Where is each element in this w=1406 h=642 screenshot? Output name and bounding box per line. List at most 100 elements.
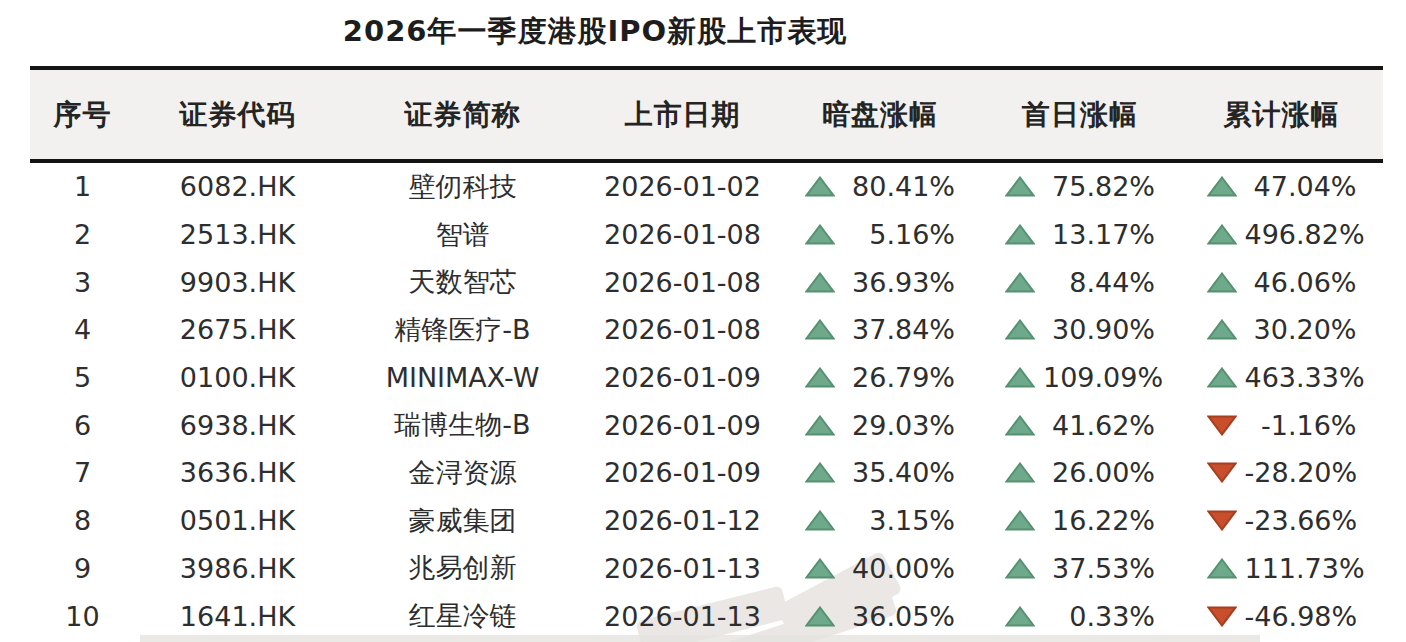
- gain-value: -23.66%: [1245, 505, 1357, 536]
- table-row: 9 3986.HK 兆易创新 2026-01-13 40.00% 37.53% …: [30, 545, 1383, 593]
- cell-listing-date: 2026-01-08: [585, 314, 780, 345]
- cell-grey-market-gain: 80.41%: [780, 171, 980, 202]
- cell-grey-market-gain: 36.05%: [780, 601, 980, 632]
- cell-stock-name: 豪威集团: [340, 503, 585, 539]
- cell-listing-date: 2026-01-08: [585, 267, 780, 298]
- gain-value: 37.84%: [843, 314, 955, 345]
- cell-stock-code: 3986.HK: [135, 553, 340, 584]
- title-bar: 2026年一季度港股IPO新股上市表现: [30, 0, 1160, 64]
- cell-serial: 8: [30, 505, 135, 536]
- gain-value: 29.03%: [843, 410, 955, 441]
- cell-grey-market-gain: 26.79%: [780, 362, 980, 393]
- cell-first-day-gain: 13.17%: [980, 219, 1180, 250]
- gain-value: 109.09%: [1043, 362, 1155, 393]
- up-triangle-icon: [1207, 176, 1237, 197]
- up-triangle-icon: [1207, 272, 1237, 293]
- gain-value: 41.62%: [1043, 410, 1155, 441]
- up-triangle-icon: [805, 367, 835, 388]
- gain-value: 40.00%: [843, 553, 955, 584]
- up-triangle-icon: [805, 176, 835, 197]
- up-triangle-icon: [1005, 462, 1035, 483]
- cell-cumulative-gain: -23.66%: [1180, 505, 1383, 536]
- cell-serial: 5: [30, 362, 135, 393]
- up-triangle-icon: [805, 558, 835, 579]
- up-triangle-icon: [805, 224, 835, 245]
- up-triangle-icon: [1005, 367, 1035, 388]
- cell-grey-market-gain: 40.00%: [780, 553, 980, 584]
- cell-cumulative-gain: 46.06%: [1180, 267, 1383, 298]
- cell-stock-name: 壁仞科技: [340, 169, 585, 205]
- cell-grey-market-gain: 29.03%: [780, 410, 980, 441]
- up-triangle-icon: [1005, 606, 1035, 627]
- gain-value: 13.17%: [1043, 219, 1155, 250]
- gain-value: 16.22%: [1043, 505, 1155, 536]
- cell-cumulative-gain: -46.98%: [1180, 601, 1383, 632]
- up-triangle-icon: [805, 272, 835, 293]
- cell-cumulative-gain: -1.16%: [1180, 410, 1383, 441]
- table-row: 5 0100.HK MINIMAX-W 2026-01-09 26.79% 10…: [30, 354, 1383, 402]
- cell-cumulative-gain: 496.82%: [1180, 219, 1383, 250]
- gain-value: -28.20%: [1245, 457, 1357, 488]
- cell-stock-name: 精锋医疗-B: [340, 312, 585, 348]
- up-triangle-icon: [1005, 176, 1035, 197]
- up-triangle-icon: [1005, 319, 1035, 340]
- header-cumulative-gain: 累计涨幅: [1180, 96, 1383, 134]
- gain-value: 26.79%: [843, 362, 955, 393]
- gain-value: 463.33%: [1245, 362, 1357, 393]
- cell-stock-code: 0100.HK: [135, 362, 340, 393]
- cell-cumulative-gain: 47.04%: [1180, 171, 1383, 202]
- cell-cumulative-gain: 30.20%: [1180, 314, 1383, 345]
- up-triangle-icon: [1207, 224, 1237, 245]
- down-triangle-icon: [1207, 510, 1237, 531]
- cell-stock-name: 兆易创新: [340, 550, 585, 586]
- cell-listing-date: 2026-01-12: [585, 505, 780, 536]
- up-triangle-icon: [1005, 510, 1035, 531]
- cell-stock-name: 天数智芯: [340, 264, 585, 300]
- cell-serial: 1: [30, 171, 135, 202]
- up-triangle-icon: [805, 462, 835, 483]
- cell-stock-code: 1641.HK: [135, 601, 340, 632]
- down-triangle-icon: [1207, 462, 1237, 483]
- cell-serial: 3: [30, 267, 135, 298]
- cell-serial: 10: [30, 601, 135, 632]
- cell-grey-market-gain: 5.16%: [780, 219, 980, 250]
- cell-stock-name: MINIMAX-W: [340, 362, 585, 393]
- up-triangle-icon: [1207, 558, 1237, 579]
- cell-stock-name: 瑞博生物-B: [340, 407, 585, 443]
- ipo-performance-table: 序号 证券代码 证券简称 上市日期 暗盘涨幅 首日涨幅 累计涨幅 1 6082.…: [30, 66, 1383, 640]
- cell-stock-code: 0501.HK: [135, 505, 340, 536]
- table-body: 1 6082.HK 壁仞科技 2026-01-02 80.41% 75.82% …: [30, 163, 1383, 640]
- gain-value: 35.40%: [843, 457, 955, 488]
- header-first-day-gain: 首日涨幅: [980, 96, 1180, 134]
- up-triangle-icon: [1005, 415, 1035, 436]
- up-triangle-icon: [1005, 558, 1035, 579]
- up-triangle-icon: [1207, 367, 1237, 388]
- cell-cumulative-gain: 463.33%: [1180, 362, 1383, 393]
- cell-stock-code: 2675.HK: [135, 314, 340, 345]
- cell-first-day-gain: 26.00%: [980, 457, 1180, 488]
- table-header-row: 序号 证券代码 证券简称 上市日期 暗盘涨幅 首日涨幅 累计涨幅: [30, 66, 1383, 163]
- gain-value: 30.90%: [1043, 314, 1155, 345]
- cell-stock-name: 智谱: [340, 217, 585, 253]
- cell-first-day-gain: 30.90%: [980, 314, 1180, 345]
- gain-value: -46.98%: [1245, 601, 1357, 632]
- gain-value: 111.73%: [1245, 553, 1357, 584]
- cell-listing-date: 2026-01-08: [585, 219, 780, 250]
- gain-value: 496.82%: [1245, 219, 1357, 250]
- page-title: 2026年一季度港股IPO新股上市表现: [343, 12, 847, 52]
- cell-stock-code: 2513.HK: [135, 219, 340, 250]
- gain-value: 3.15%: [843, 505, 955, 536]
- gain-value: 80.41%: [843, 171, 955, 202]
- cell-stock-code: 6938.HK: [135, 410, 340, 441]
- table-row: 3 9903.HK 天数智芯 2026-01-08 36.93% 8.44% 4…: [30, 258, 1383, 306]
- gain-value: 8.44%: [1043, 267, 1155, 298]
- table-row: 2 2513.HK 智谱 2026-01-08 5.16% 13.17% 496…: [30, 211, 1383, 259]
- cell-grey-market-gain: 35.40%: [780, 457, 980, 488]
- cell-listing-date: 2026-01-09: [585, 362, 780, 393]
- up-triangle-icon: [1005, 224, 1035, 245]
- cell-listing-date: 2026-01-13: [585, 601, 780, 632]
- gain-value: 37.53%: [1043, 553, 1155, 584]
- header-grey-market-gain: 暗盘涨幅: [780, 96, 980, 134]
- down-triangle-icon: [1207, 415, 1237, 436]
- cell-first-day-gain: 16.22%: [980, 505, 1180, 536]
